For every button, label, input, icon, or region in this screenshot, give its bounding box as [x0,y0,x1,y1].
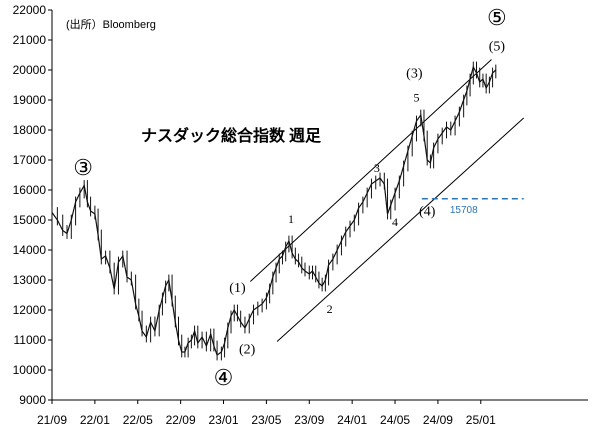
trend-channel-line [276,117,525,342]
x-tick-label: 22/05 [123,413,153,427]
y-tick-label: 10000 [13,363,47,377]
wave-label-paren-4: (4) [419,205,436,220]
x-tick-label: 22/01 [80,413,110,427]
source-note: (出所）Bloomberg [66,17,156,31]
x-tick-label: 23/05 [251,413,281,427]
y-tick-label: 21000 [13,33,47,47]
wave-label-paren-2: (2) [239,343,256,358]
x-tick-label: 23/01 [209,413,239,427]
y-tick-label: 11000 [14,333,47,347]
y-tick-label: 13000 [13,273,47,287]
x-tick-label: 23/09 [294,413,324,427]
axis-layer: 9000 10000 11000 12000 13000 14000 15000 16000 1… [13,3,588,427]
price-series [51,61,497,361]
y-tick-label: 20000 [13,63,47,77]
wave-label-sub-5: 5 [413,91,419,105]
y-tick-label: 12000 [13,303,47,317]
wave-label-circled-4: ④ [214,365,234,390]
wave-label-sub-4: 4 [392,215,398,229]
x-tick-label: 22/09 [166,413,196,427]
y-tick-label: 14000 [13,243,47,257]
reference-line-group: 15708 [421,198,524,216]
y-tick-label: 15000 [13,213,47,227]
wave-label-circled-3: ③ [73,155,93,180]
trend-channel-line [249,59,492,282]
wave-label-paren-1: (1) [229,281,246,296]
x-tick-label: 25/01 [466,413,496,427]
y-tick-label: 16000 [13,183,47,197]
wave-label-paren-5: (5) [489,40,506,55]
chart-title: ナスダック総合指数 週足 [141,126,322,145]
annotation-layer: ③ ④ ⑤ (1) (2) (3) (4) (5) 1 2 3 4 5 [73,5,507,390]
y-tick-label: 17000 [13,153,47,167]
x-tick-label: 24/01 [337,413,367,427]
wave-label-paren-3: (3) [406,67,423,82]
wave-label-sub-3: 3 [374,161,380,175]
x-tick-label: 21/09 [37,413,67,427]
support-reference-label: 15708 [450,205,478,216]
y-tick-label: 22000 [13,3,47,17]
x-tick-label: 24/05 [380,413,410,427]
line-layer [249,59,525,342]
wave-label-circled-5: ⑤ [487,5,507,30]
wave-label-sub-2: 2 [327,302,333,316]
y-tick-label: 9000 [19,393,46,407]
x-tick-label: 24/09 [423,413,453,427]
y-tick-label: 19000 [13,93,47,107]
y-tick-label: 18000 [13,123,47,137]
wave-label-sub-1: 1 [288,212,294,226]
